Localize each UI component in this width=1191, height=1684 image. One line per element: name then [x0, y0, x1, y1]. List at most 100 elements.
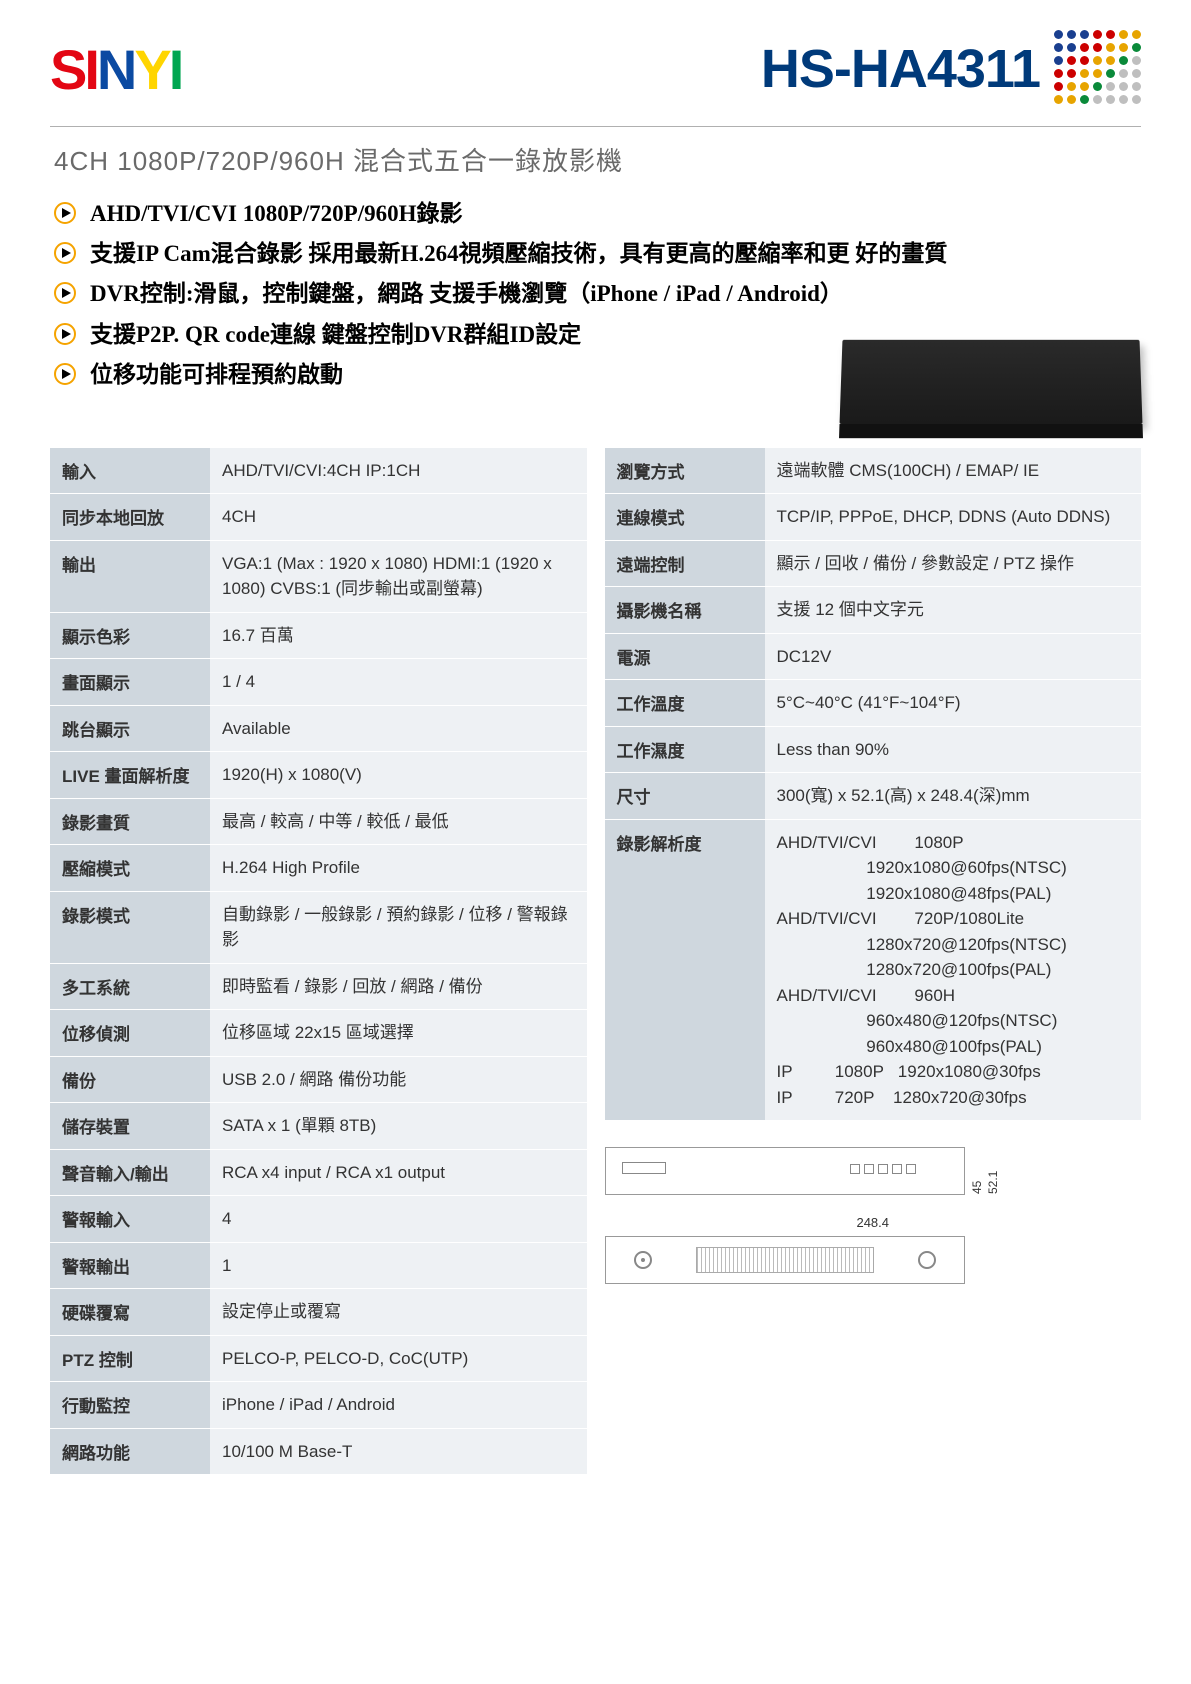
spec-columns: 輸入AHD/TVI/CVI:4CH IP:1CH同步本地回放4CH輸出VGA:1… [50, 448, 1141, 1476]
rear-view-drawing [605, 1236, 965, 1284]
rear-connector-left [634, 1251, 652, 1269]
brand-dot [1054, 82, 1063, 91]
feature-item: AHD/TVI/CVI 1080P/720P/960H錄影 [54, 198, 1141, 230]
device-photo [840, 340, 1143, 424]
spec-key: 畫面顯示 [50, 659, 210, 706]
spec-key: 連線模式 [605, 494, 765, 541]
spec-key: 尺寸 [605, 773, 765, 820]
table-row: PTZ 控制PELCO-P, PELCO-D, CoC(UTP) [50, 1335, 587, 1382]
spec-value: 4CH [210, 494, 587, 541]
spec-key: 攝影機名稱 [605, 587, 765, 634]
feature-text: 支援IP Cam混合錄影 採用最新H.264視頻壓縮技術，具有更高的壓縮率和更 … [90, 238, 947, 270]
brand-dot [1119, 95, 1128, 104]
brand-dot [1106, 95, 1115, 104]
spec-value: 位移區域 22x15 區域選擇 [210, 1010, 587, 1057]
brand-dot [1132, 95, 1141, 104]
table-row: LIVE 畫面解析度1920(H) x 1080(V) [50, 752, 587, 799]
brand-dot [1054, 69, 1063, 78]
spec-key: 工作溫度 [605, 680, 765, 727]
spec-value: 1 / 4 [210, 659, 587, 706]
spec-key: 電源 [605, 633, 765, 680]
feature-text: 位移功能可排程預約啟動 [90, 359, 343, 391]
brand-dot [1132, 82, 1141, 91]
table-row: 跳台顯示Available [50, 705, 587, 752]
product-subtitle: 4CH 1080P/720P/960H 混合式五合一錄放影機 [54, 141, 1141, 178]
play-icon [54, 282, 76, 304]
spec-key: PTZ 控制 [50, 1335, 210, 1382]
brand-dot [1119, 43, 1128, 52]
brand-dot [1093, 82, 1102, 91]
feature-text: AHD/TVI/CVI 1080P/720P/960H錄影 [90, 198, 462, 230]
brand-dot [1106, 56, 1115, 65]
spec-col-right: 瀏覽方式遠端軟體 CMS(100CH) / EMAP/ IE連線模式TCP/IP… [605, 448, 1142, 1305]
table-row: 尺寸300(寬) x 52.1(高) x 248.4(深)mm [605, 773, 1142, 820]
brand-dot [1093, 30, 1102, 39]
brand-dot [1067, 82, 1076, 91]
table-row: 壓縮模式H.264 High Profile [50, 845, 587, 892]
brand-dot [1119, 56, 1128, 65]
feature-item: DVR控制:滑鼠，控制鍵盤，網路 支援手機瀏覽（iPhone / iPad / … [54, 278, 1141, 310]
brand-dot [1106, 30, 1115, 39]
spec-key: 儲存裝置 [50, 1103, 210, 1150]
spec-key: 輸出 [50, 540, 210, 612]
table-row: 連線模式TCP/IP, PPPoE, DHCP, DDNS (Auto DDNS… [605, 494, 1142, 541]
front-height-dims: 45 52.1 [970, 1148, 1000, 1194]
spec-value: SATA x 1 (單顆 8TB) [210, 1103, 587, 1150]
spec-value: 即時監看 / 錄影 / 回放 / 網路 / 備份 [210, 963, 587, 1010]
front-ports [850, 1164, 916, 1174]
brand-dot [1054, 95, 1063, 104]
spec-value: AHD/TVI/CVI:4CH IP:1CH [210, 448, 587, 494]
table-row: 顯示色彩16.7 百萬 [50, 612, 587, 659]
play-icon [54, 323, 76, 345]
brand-dot [1132, 56, 1141, 65]
table-row: 儲存裝置SATA x 1 (單顆 8TB) [50, 1103, 587, 1150]
brand-dot [1119, 30, 1128, 39]
play-icon [54, 202, 76, 224]
play-icon [54, 363, 76, 385]
table-row: 攝影機名稱支援 12 個中文字元 [605, 587, 1142, 634]
table-row: 錄影解析度AHD/TVI/CVI 1080P 1920x1080@60fps(N… [605, 819, 1142, 1121]
brand-dot [1080, 56, 1089, 65]
table-row: 工作溫度5°C~40°C (41°F~104°F) [605, 680, 1142, 727]
table-row: 多工系統即時監看 / 錄影 / 回放 / 網路 / 備份 [50, 963, 587, 1010]
brand-dot [1093, 69, 1102, 78]
brand-dot [1054, 43, 1063, 52]
spec-key: 備份 [50, 1056, 210, 1103]
brand-dot [1093, 56, 1102, 65]
model-number: HS-HA4311 [761, 38, 1040, 100]
brand-dot [1093, 43, 1102, 52]
table-row: 瀏覽方式遠端軟體 CMS(100CH) / EMAP/ IE [605, 448, 1142, 494]
spec-key: 工作濕度 [605, 726, 765, 773]
rear-connector-right [918, 1251, 936, 1269]
spec-key: 跳台顯示 [50, 705, 210, 752]
brand-dot [1132, 43, 1141, 52]
spec-table-left: 輸入AHD/TVI/CVI:4CH IP:1CH同步本地回放4CH輸出VGA:1… [50, 448, 587, 1476]
header: SINYI HS-HA4311 [50, 30, 1141, 127]
brand-dot [1067, 69, 1076, 78]
spec-value: 遠端軟體 CMS(100CH) / EMAP/ IE [765, 448, 1142, 494]
brand-dot [1132, 69, 1141, 78]
spec-value: 顯示 / 回收 / 備份 / 參數設定 / PTZ 操作 [765, 540, 1142, 587]
spec-key: 顯示色彩 [50, 612, 210, 659]
dim-depth: 248.4 [605, 1215, 1142, 1230]
spec-col-left: 輸入AHD/TVI/CVI:4CH IP:1CH同步本地回放4CH輸出VGA:1… [50, 448, 587, 1476]
brand-dot [1106, 82, 1115, 91]
brand-dot [1106, 69, 1115, 78]
spec-key: 位移偵測 [50, 1010, 210, 1057]
brand-letter: S [50, 37, 84, 102]
brand-dot [1080, 30, 1089, 39]
spec-key: 聲音輸入/輸出 [50, 1149, 210, 1196]
spec-key: 遠端控制 [605, 540, 765, 587]
brand-dot [1067, 43, 1076, 52]
brand-dot [1132, 30, 1141, 39]
spec-key: LIVE 畫面解析度 [50, 752, 210, 799]
dimension-drawings: 45 52.1 248.4 [605, 1147, 1142, 1284]
spec-value: 4 [210, 1196, 587, 1243]
brand-dot [1080, 82, 1089, 91]
table-row: 畫面顯示1 / 4 [50, 659, 587, 706]
table-row: 輸入AHD/TVI/CVI:4CH IP:1CH [50, 448, 587, 494]
spec-key: 行動監控 [50, 1382, 210, 1429]
spec-value: H.264 High Profile [210, 845, 587, 892]
spec-value: 300(寬) x 52.1(高) x 248.4(深)mm [765, 773, 1142, 820]
table-row: 錄影畫質最高 / 較高 / 中等 / 較低 / 最低 [50, 798, 587, 845]
